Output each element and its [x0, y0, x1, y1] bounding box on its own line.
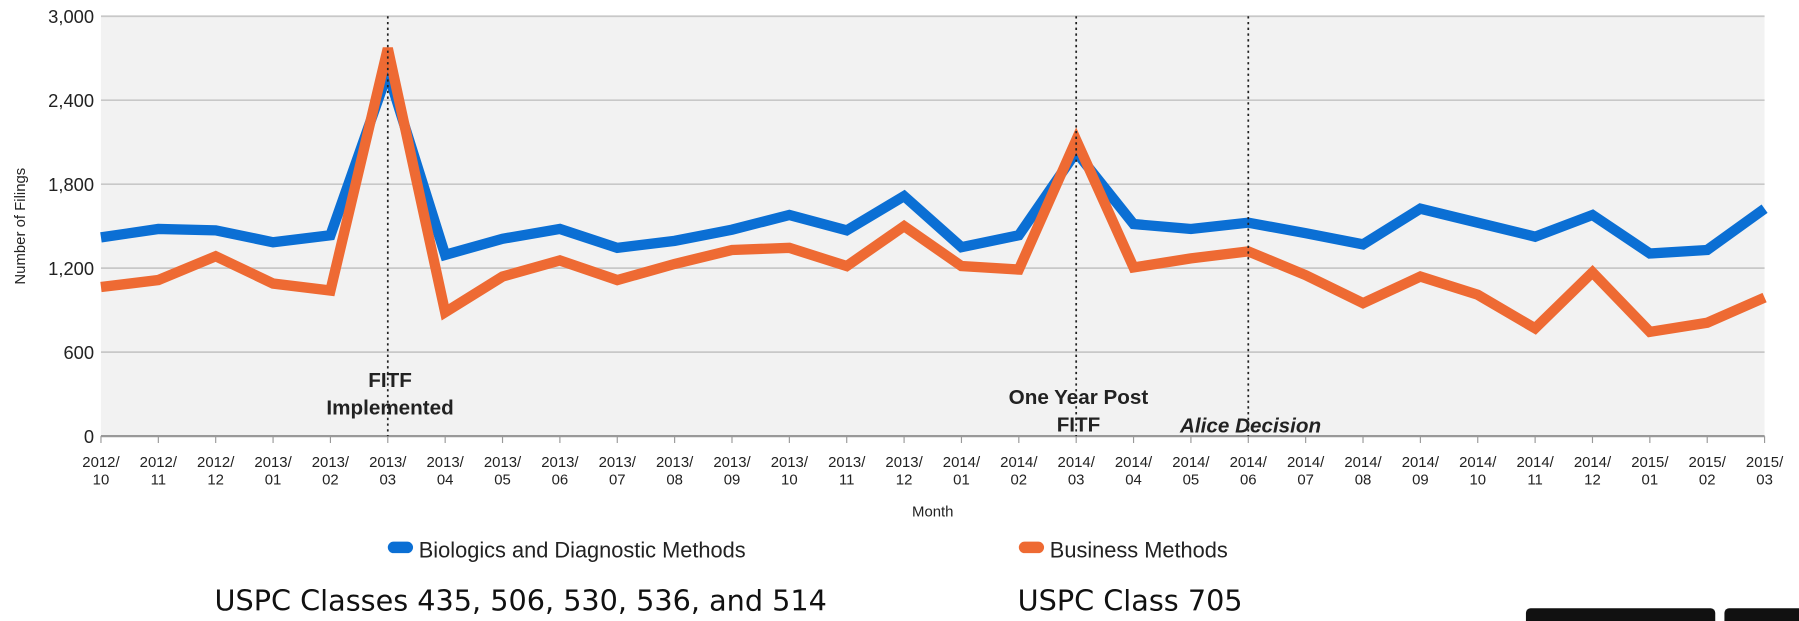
x-tick-label: 2013/11	[828, 455, 866, 488]
y-tick-label: 1,800	[48, 174, 94, 195]
x-tick-label: 2014/03	[1058, 455, 1096, 488]
legend-swatch	[1018, 541, 1045, 554]
button[interactable]	[1724, 608, 1799, 621]
x-tick-label: 2013/07	[599, 455, 637, 488]
x-tick-label: 2013/02	[312, 455, 350, 488]
x-tick-label: 2013/08	[656, 455, 694, 488]
annotation: Alice Decision	[1179, 415, 1321, 438]
x-tick-label: 2014/07	[1287, 455, 1325, 488]
x-tick-label: 2012/11	[140, 455, 178, 488]
x-tick-label: 2013/03	[369, 455, 407, 488]
y-tick-label: 1,200	[48, 258, 94, 279]
x-tick-label: 2014/01	[943, 455, 981, 488]
legend-label: Business Methods	[1050, 538, 1228, 563]
x-tick-label: 2014/10	[1459, 455, 1497, 488]
x-tick-label: 2013/01	[254, 455, 292, 488]
x-tick-label: 2015/02	[1689, 455, 1727, 488]
y-axis-label: Number of Filings	[13, 168, 29, 285]
x-tick-label: 2013/10	[771, 455, 809, 488]
x-tick-label: 2014/08	[1344, 455, 1382, 488]
y-tick-label: 2,400	[48, 90, 94, 111]
x-tick-label: 2012/12	[197, 455, 235, 488]
y-tick-label: 0	[84, 426, 94, 447]
y-tick-label: 3,000	[48, 6, 94, 27]
x-tick-label: 2014/02	[1000, 455, 1038, 488]
x-tick-label: 2014/11	[1516, 455, 1554, 488]
series-caption: USPC Classes 435, 506, 530, 536, and 514	[215, 584, 827, 618]
legend-label: Biologics and Diagnostic Methods	[419, 538, 746, 563]
x-tick-label: 2014/06	[1230, 455, 1268, 488]
series-line	[100, 47, 1767, 338]
y-tick-label: 600	[63, 342, 94, 363]
x-tick-label: 2014/09	[1402, 455, 1440, 488]
x-tick-label: 2013/06	[541, 455, 579, 488]
x-tick-label: 2012/10	[82, 455, 120, 488]
x-axis-label: Month	[912, 504, 953, 520]
annotation: Implemented	[326, 396, 453, 419]
x-tick-label: 2013/04	[427, 455, 465, 488]
legend-swatch	[387, 541, 414, 554]
annotation: FITF	[368, 369, 412, 392]
annotation: One Year Post	[1009, 386, 1149, 409]
x-tick-label: 2013/09	[713, 455, 751, 488]
x-tick-label: 2015/01	[1631, 455, 1669, 488]
x-tick-label: 2013/05	[484, 455, 522, 488]
x-tick-label: 2013/12	[885, 455, 923, 488]
annotation: FITF	[1057, 414, 1101, 437]
x-tick-label: 2014/12	[1574, 455, 1612, 488]
series-caption: USPC Class 705	[1018, 584, 1243, 618]
button[interactable]	[1525, 608, 1716, 621]
x-tick-label: 2015/03	[1746, 455, 1784, 488]
x-tick-label: 2014/04	[1115, 455, 1153, 488]
x-tick-label: 2014/05	[1172, 455, 1210, 488]
